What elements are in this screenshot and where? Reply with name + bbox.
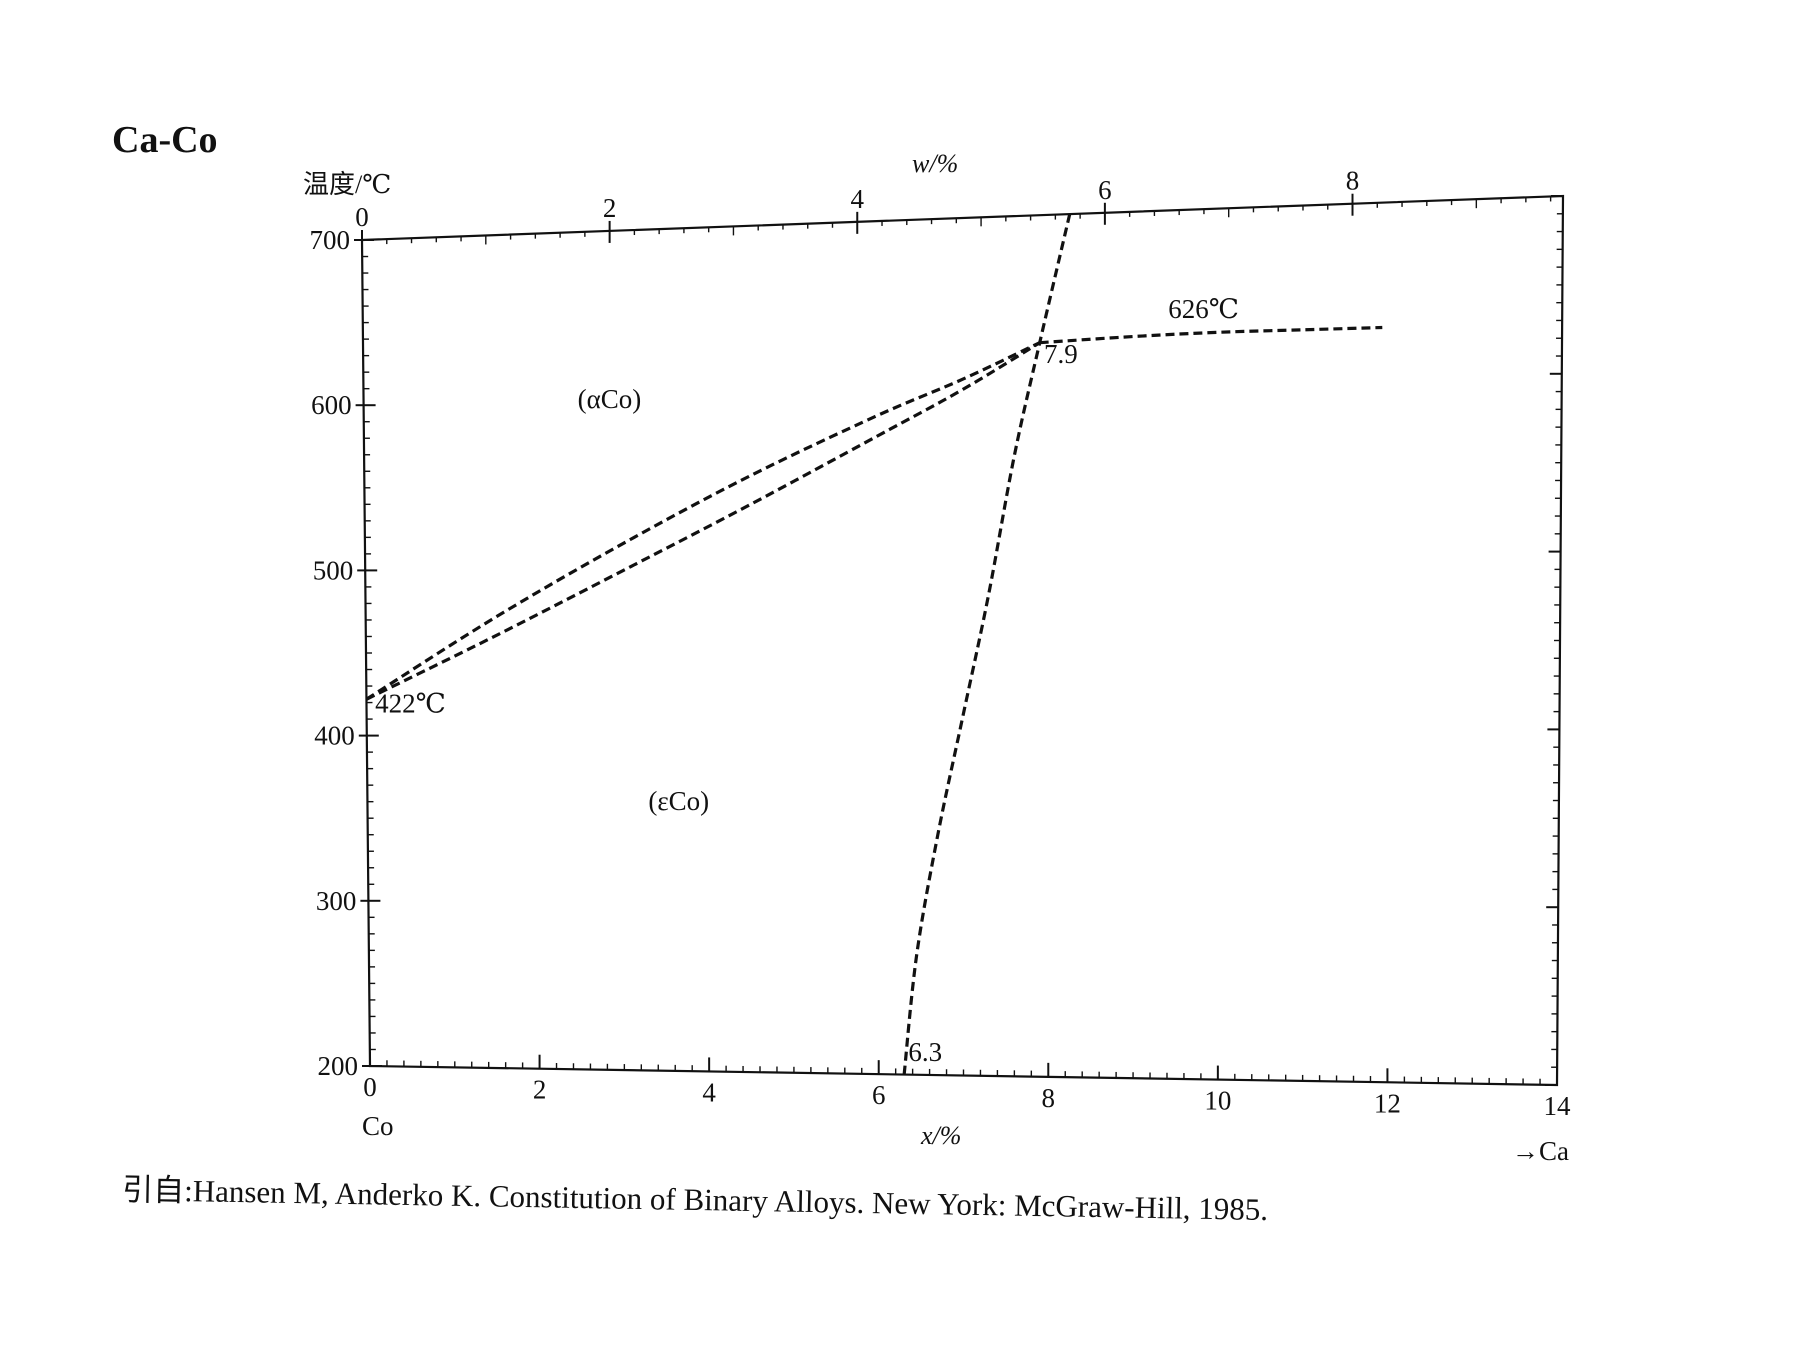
x-tick-label: 6 (872, 1080, 886, 1110)
top-tick-label: 4 (851, 184, 865, 214)
phase-boundary-1 (365, 341, 1041, 701)
x-tick-label: 0 (363, 1072, 377, 1102)
y-axis-label: 温度/℃ (303, 170, 391, 199)
annotation-label: 6.3 (908, 1037, 942, 1067)
x-tick-label: 4 (702, 1077, 716, 1107)
citation: 引自:Hansen M, Anderko K. Constitution of … (122, 1172, 1269, 1227)
y-tick-label: 600 (311, 390, 352, 420)
phase-boundary-3 (1039, 325, 1383, 345)
y-tick-label: 700 (310, 225, 351, 255)
annotation-label: 422℃ (375, 688, 446, 718)
top-tick-label: 6 (1098, 175, 1112, 205)
annotation-label: 7.9 (1044, 339, 1078, 369)
phase-boundary-4 (902, 213, 1072, 1075)
top-tick-label: 8 (1346, 166, 1360, 196)
top-tick-label: 2 (603, 193, 617, 223)
annotation-label: 626℃ (1168, 294, 1239, 324)
y-tick-label: 400 (314, 721, 355, 751)
annotation-label: (εCo) (648, 786, 709, 816)
x-right-endpoint-label: →Ca (1512, 1136, 1569, 1166)
minor-ticks (362, 196, 1563, 1085)
annotation-layer: (αCo) (εCo) 422℃ 626℃ 7.9 6.3 (375, 294, 1239, 1067)
x-tick-label: 14 (1544, 1091, 1572, 1121)
figure-title: Ca-Co (112, 119, 218, 161)
y-tick-label: 200 (318, 1051, 359, 1081)
annotation-label: (αCo) (578, 384, 642, 414)
x-axis-label: x/% (920, 1121, 961, 1150)
y-tick-label: 300 (316, 886, 357, 916)
series-layer (365, 213, 1383, 1075)
x-tick-label: 2 (533, 1075, 547, 1105)
phase-boundary-2 (365, 341, 1041, 701)
plot-border (360, 194, 1565, 1087)
x-tick-label: 8 (1042, 1083, 1056, 1113)
y-tick-label: 500 (313, 555, 354, 585)
top-axis-label: w/% (912, 149, 958, 178)
x-tick-label: 10 (1204, 1086, 1231, 1116)
top-tick-label: 0 (355, 202, 369, 232)
plot-frame (360, 194, 1565, 1087)
major-ticks (354, 193, 1563, 1086)
x-tick-label: 12 (1374, 1088, 1401, 1118)
x-left-endpoint-label: Co (362, 1111, 394, 1141)
